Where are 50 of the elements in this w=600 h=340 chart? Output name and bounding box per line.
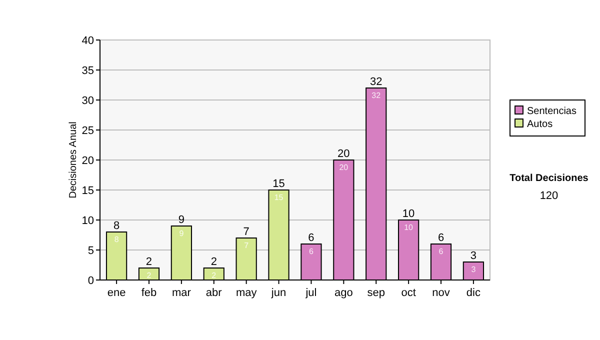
y-axis-title: Decisiones Anual	[68, 122, 79, 198]
legend-label: Autos	[527, 119, 553, 130]
annotation: 6	[308, 247, 314, 256]
data-label: 10	[402, 208, 415, 220]
data-label: 8	[113, 220, 120, 232]
annotation: 3	[471, 265, 476, 274]
x-tick-label: oct	[401, 287, 416, 299]
annotation: 2	[212, 271, 217, 280]
data-label: 20	[338, 148, 350, 160]
x-tick-label: ene	[107, 287, 126, 299]
y-tick-label: 15	[82, 185, 94, 197]
x-tick-label: abr	[206, 287, 222, 299]
x-tick-label: dic	[466, 287, 481, 299]
annotation: 2	[146, 271, 152, 280]
data-label: 32	[370, 76, 382, 88]
x-tick-label: jun	[270, 287, 286, 299]
annotation: 9	[179, 229, 184, 238]
x-tick-label: sep	[367, 287, 385, 299]
y-tick-label: 25	[82, 125, 94, 137]
y-tick-label: 0	[88, 275, 94, 287]
annotation: 7	[244, 241, 250, 250]
text: 120	[540, 190, 558, 202]
x-tick-label: feb	[141, 287, 157, 299]
x-tick-label: nov	[432, 287, 450, 299]
annotation: 32	[372, 91, 382, 100]
data-label: 2	[146, 256, 152, 268]
data-label: 9	[178, 214, 184, 226]
x-tick-label: may	[236, 287, 258, 299]
y-tick-label: 10	[82, 215, 94, 227]
data-label: 2	[210, 256, 217, 268]
legend-label: Sentencias	[527, 106, 576, 117]
y-tick-label: 5	[88, 245, 94, 257]
annotation: 15	[274, 193, 284, 202]
data-label: 7	[243, 226, 250, 238]
x-tick-label: mar	[172, 287, 192, 299]
y-tick-label: 20	[82, 155, 94, 167]
data-label: 6	[308, 232, 314, 244]
data-label: 15	[272, 178, 285, 190]
text: Total Decisiones	[510, 173, 589, 184]
x-tick-label: ago	[334, 287, 353, 299]
data-label: 3	[470, 250, 477, 262]
y-tick-label: 30	[82, 95, 94, 107]
annotation: 10	[404, 223, 414, 232]
annotation: 6	[438, 247, 444, 256]
y-tick-label: 40	[82, 35, 94, 47]
data-label: 6	[438, 232, 444, 244]
x-tick-label: jul	[304, 287, 317, 299]
annotation: 20	[339, 163, 349, 172]
y-tick-label: 35	[82, 65, 94, 77]
annotation: 8	[114, 235, 120, 244]
